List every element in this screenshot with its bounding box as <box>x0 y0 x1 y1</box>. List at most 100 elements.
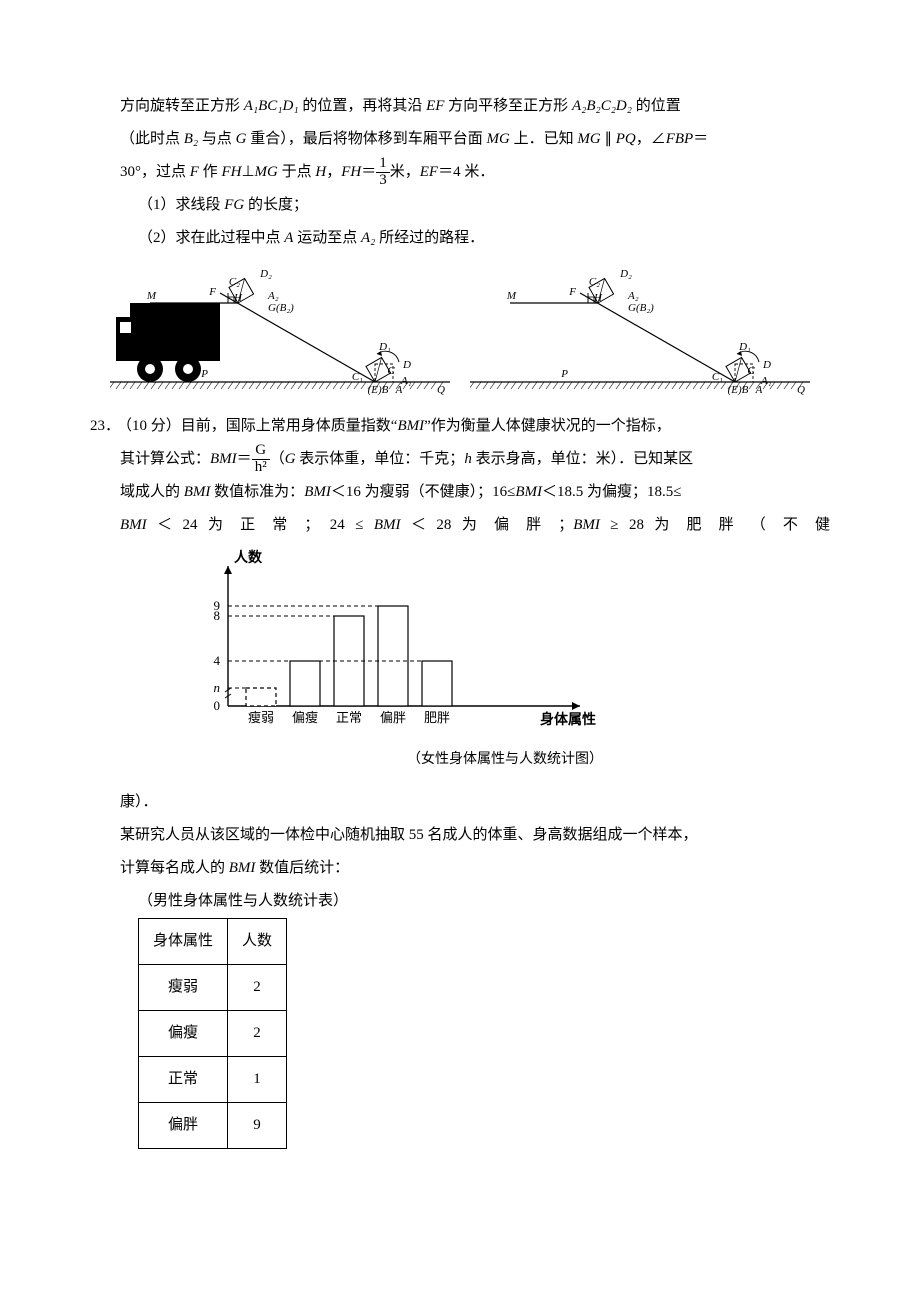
svg-text:0: 0 <box>214 698 221 713</box>
num: 1 <box>376 156 390 173</box>
t: 康）． <box>120 794 158 810</box>
perp: ⊥ <box>241 164 254 180</box>
svg-text:C: C <box>747 365 755 377</box>
table-row: 偏胖9 <box>139 1102 287 1148</box>
t: 重合），最后将物体移到车厢平台面 <box>247 131 487 147</box>
q23-line-2: 其计算公式：BMI＝Gh²（G 表示体重，单位：千克；h 表示身高，单位：米）．… <box>90 443 830 476</box>
t: ≥ 28 为 肥 胖 （ 不 健 <box>600 517 830 533</box>
svg-text:G(B₂): G(B₂) <box>628 302 654 314</box>
fraction-g-h2: Gh² <box>252 443 270 476</box>
male-table-caption: （男性身体属性与人数统计表） <box>90 885 830 918</box>
svg-text:正常: 正常 <box>336 710 362 725</box>
svg-text:C: C <box>387 365 395 377</box>
q23-line-4: BMI ＜ 24 为 正 常 ； 24 ≤ BMI ＜ 28 为 偏 胖 ；BM… <box>90 509 830 542</box>
ef: EF <box>426 98 444 114</box>
q23-para2-a: 某研究人员从该区域的一体检中心随机抽取 55 名成人的体重、身高数据组成一个样本… <box>90 819 830 852</box>
cell: 9 <box>228 1102 287 1148</box>
bmi: BMI <box>515 484 542 500</box>
t: 的长度； <box>244 197 308 213</box>
svg-text:(E)B: (E)B <box>368 384 389 395</box>
svg-text:A₂: A₂ <box>627 290 639 302</box>
qnum: 23． <box>90 418 120 434</box>
t: （1）求线段 <box>138 197 224 213</box>
num: G <box>252 443 270 460</box>
q23-line-1: 23．（10 分）目前，国际上常用身体质量指数“BMI”作为衡量人体健康状况的一… <box>90 410 830 443</box>
svg-text:D₂: D₂ <box>259 268 272 280</box>
cell: 瘦弱 <box>139 964 228 1010</box>
svg-text:C₂: C₂ <box>229 276 240 288</box>
t: （此时点 <box>120 131 184 147</box>
svg-text:人数: 人数 <box>234 549 263 566</box>
figure-row: PQMFHD₂C₂A₂G(B₂)C₁D₁DCA₁(E)BA PQMFHD₂C₂A… <box>90 265 830 395</box>
svg-text:H: H <box>233 292 243 304</box>
t: ”作为衡量人体健康状况的一个指标， <box>424 418 671 434</box>
mg: MG <box>487 131 510 147</box>
t: 数值标准为： <box>210 484 304 500</box>
fh2: FH <box>341 164 361 180</box>
sq2: A₂B₂C₂D₂ <box>572 98 632 114</box>
t: ＜ 24 为 正 常 ； 24 ≤ <box>147 517 374 533</box>
t: ＝ <box>693 131 708 147</box>
pq: PQ <box>616 131 636 147</box>
cell: 2 <box>228 964 287 1010</box>
bmi: BMI <box>229 860 256 876</box>
bmi: BMI <box>304 484 331 500</box>
mg2: MG <box>577 131 600 147</box>
t: ＜ 28 为 偏 胖 ； <box>401 517 574 533</box>
t: 运动至点 <box>293 230 361 246</box>
svg-text:n: n <box>214 680 221 695</box>
col-header: 身体属性 <box>139 918 228 964</box>
table-row: 正常1 <box>139 1056 287 1102</box>
t: 方向旋转至正方形 <box>120 98 244 114</box>
sq1: A₁BC₁D₁ <box>244 98 299 114</box>
subq-2: （2）求在此过程中点 A 运动至点 A₂ 所经过的路程． <box>90 222 830 255</box>
svg-text:Q: Q <box>437 384 445 395</box>
svg-text:偏胖: 偏胖 <box>380 710 406 725</box>
den: h² <box>252 460 270 476</box>
t: ， <box>326 164 341 180</box>
b2: B₂ <box>184 131 198 147</box>
q23-line-3: 域成人的 BMI 数值标准为：BMI＜16 为瘦弱（不健康）；16≤BMI＜18… <box>90 476 830 509</box>
svg-text:4: 4 <box>214 653 221 668</box>
svg-text:Q: Q <box>797 384 805 395</box>
svg-text:C₁: C₁ <box>712 371 723 383</box>
t: 的位置，再将其沿 <box>299 98 427 114</box>
col-header: 人数 <box>228 918 287 964</box>
eq: ＝ <box>237 451 252 467</box>
t: 的位置 <box>632 98 681 114</box>
q23-para2-b: 计算每名成人的 BMI 数值后统计： <box>90 852 830 885</box>
svg-text:(E)B: (E)B <box>728 384 749 395</box>
svg-text:偏瘦: 偏瘦 <box>292 710 318 725</box>
t: 表示身高，单位：米）．已知某区 <box>472 451 693 467</box>
cell: 正常 <box>139 1056 228 1102</box>
intro-line-2: （此时点 B₂ 与点 G 重合），最后将物体移到车厢平台面 MG 上．已知 MG… <box>90 123 830 156</box>
t: 于点 <box>278 164 316 180</box>
cell: 偏瘦 <box>139 1010 228 1056</box>
truck-figure-left: PQMFHD₂C₂A₂G(B₂)C₁D₁DCA₁(E)BA <box>110 265 450 395</box>
svg-text:G(B₂): G(B₂) <box>268 302 294 314</box>
f: F <box>190 164 199 180</box>
svg-text:D₂: D₂ <box>619 268 632 280</box>
bmi: BMI <box>184 484 211 500</box>
bmi: BMI <box>120 517 147 533</box>
q23-kang: 康）． <box>90 786 830 819</box>
eq: ＝ <box>361 164 376 180</box>
t: （ <box>270 451 285 467</box>
t: 与点 <box>198 131 236 147</box>
t: ＜18.5 为偏瘦；18.5≤ <box>542 484 681 500</box>
t: ＝4 米． <box>438 164 494 180</box>
truck-figure-right: PQMFHD₂C₂A₂G(B₂)C₁D₁DCA₁(E)BA <box>470 265 810 395</box>
bmi: BMI <box>374 517 401 533</box>
svg-text:C₁: C₁ <box>352 371 363 383</box>
female-chart-wrap: 人数身体属性0n489瘦弱偏瘦正常偏胖肥胖 （女性身体属性与人数统计图） <box>180 546 830 776</box>
table-row: 瘦弱2 <box>139 964 287 1010</box>
t: 所经过的路程． <box>375 230 484 246</box>
table-row: 偏瘦2 <box>139 1010 287 1056</box>
h: H <box>315 164 326 180</box>
parallel: ∥ <box>601 131 616 147</box>
t: 表示体重，单位：千克； <box>296 451 465 467</box>
svg-text:D₁: D₁ <box>378 341 391 353</box>
female-bar-chart: 人数身体属性0n489瘦弱偏瘦正常偏胖肥胖 <box>180 546 600 736</box>
bmi: BMI <box>397 418 424 434</box>
hvar: h <box>464 451 472 467</box>
